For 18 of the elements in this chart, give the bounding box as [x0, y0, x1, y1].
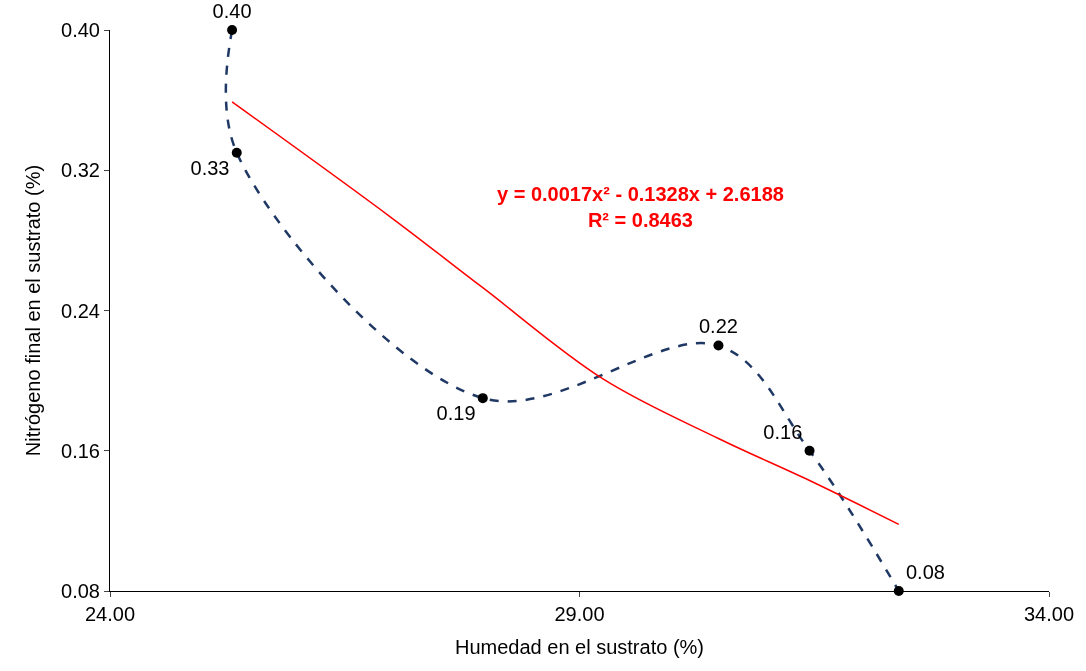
x-tick-label: 29.00	[554, 603, 605, 625]
y-tick-label: 0.16	[61, 439, 100, 462]
data-label: 0.33	[190, 156, 230, 179]
y-axis-title: Nitrógeno final en el sustrato (%)	[21, 164, 44, 457]
x-axis-title: Humedad en el sustrato (%)	[454, 635, 705, 658]
data-label: 0.40	[212, 0, 252, 22]
x-tick-label: 24.00	[84, 603, 136, 625]
data-label: 0.08	[906, 560, 945, 583]
y-tick-label: 0.08	[61, 580, 100, 602]
data-label: 0.16	[763, 420, 803, 443]
y-tick-label: 0.32	[61, 159, 100, 182]
x-tick-label: 34.00	[1023, 603, 1075, 625]
annotation: y = 0.0017x² - 0.1328x + 2.6188 R² = 0.8463	[497, 183, 784, 231]
line-series	[231, 101, 900, 526]
data-label: 0.22	[699, 315, 738, 338]
y-tick-label: 0.24	[61, 299, 100, 322]
y-tick-label: 0.40	[61, 19, 100, 41]
data-label: 0.19	[436, 402, 476, 425]
